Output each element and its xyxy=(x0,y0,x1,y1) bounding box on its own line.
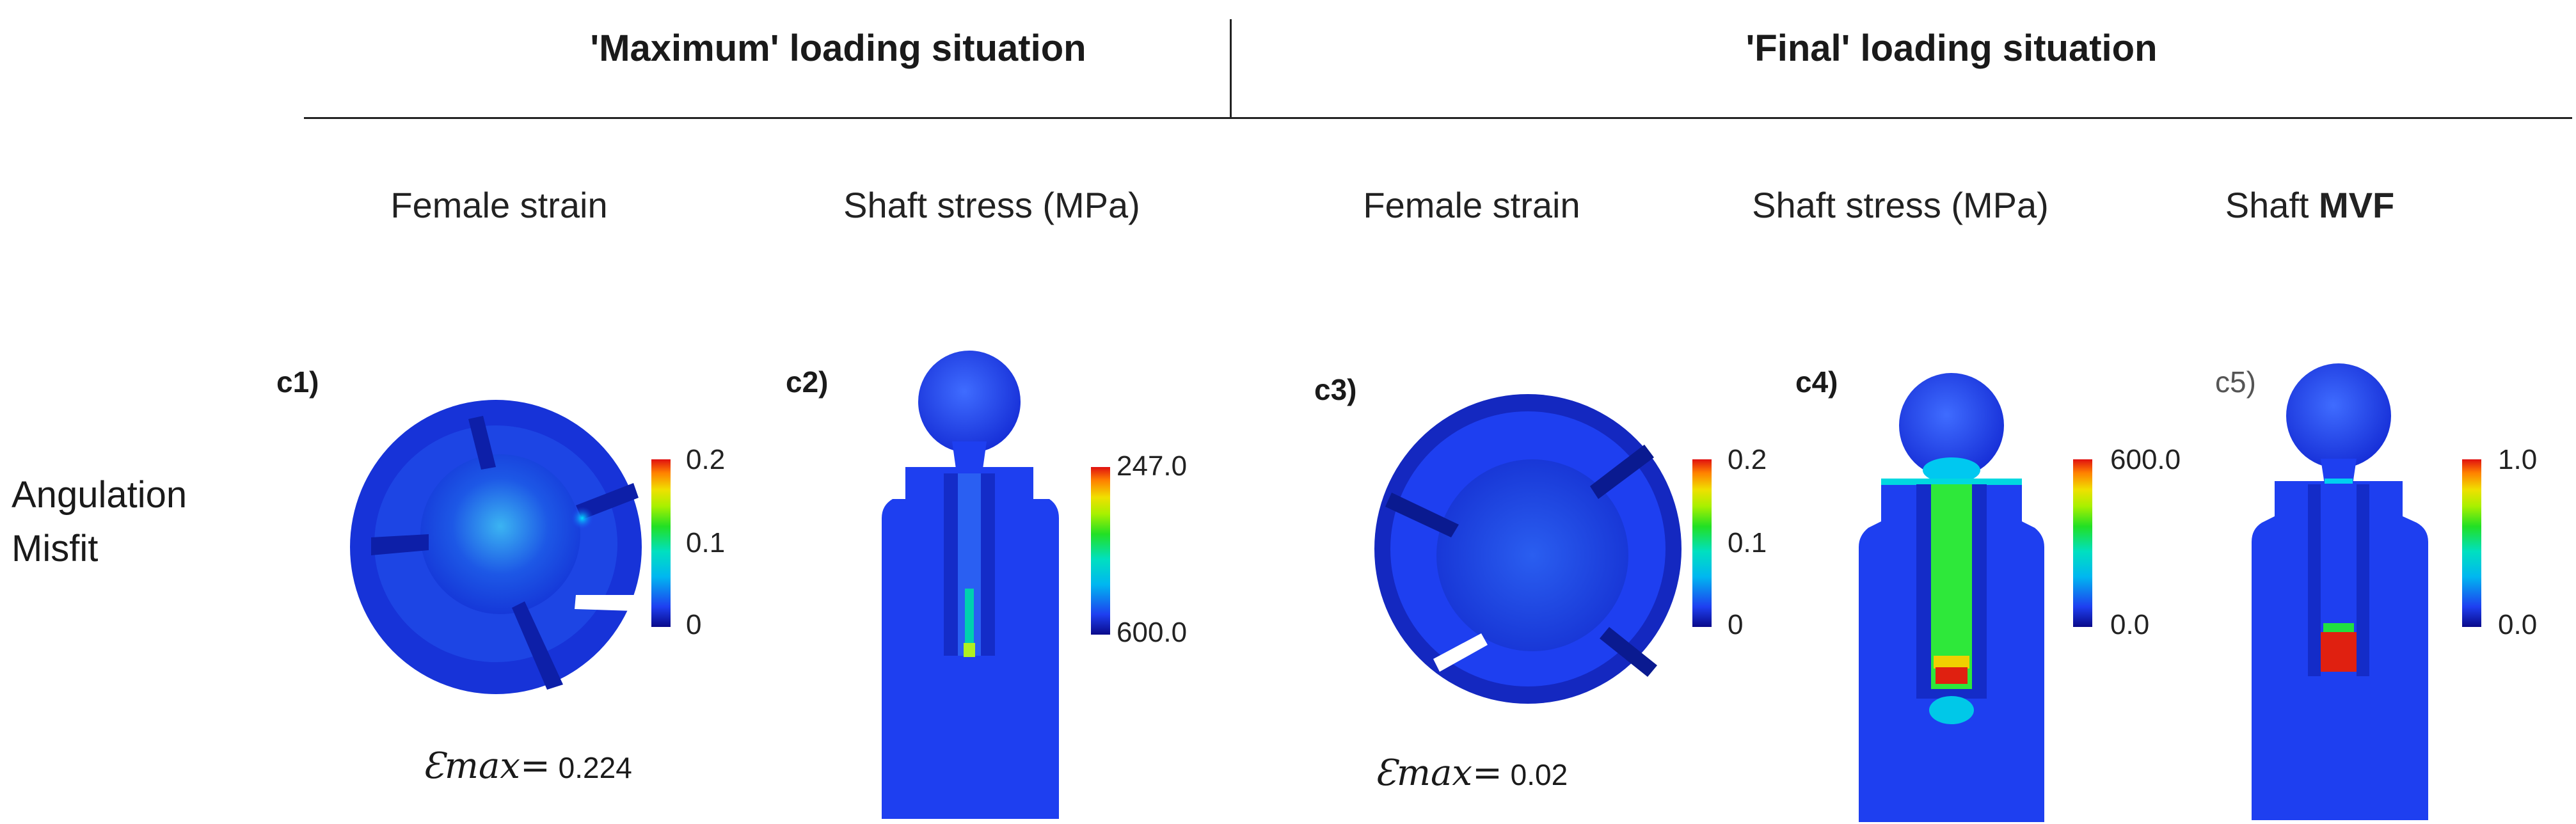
column-title-shaft-mvf: Shaft MVF xyxy=(2150,184,2470,226)
c3-colorbar-top: 0.2 xyxy=(1728,444,1767,475)
c4-colorbar-top: 600.0 xyxy=(2110,444,2181,475)
c5-colorbar-bottom: 0.0 xyxy=(2498,609,2538,640)
c4-shaft-tip-yellow xyxy=(1934,656,1969,669)
c2-shaft-stress-model xyxy=(882,351,1059,819)
c4-colorbar-bottom: 0.0 xyxy=(2110,609,2150,640)
c1-slot-5 xyxy=(575,595,640,611)
group-title-final: 'Final' loading situation xyxy=(1745,28,2158,69)
panel-label-c1: c1) xyxy=(276,365,319,399)
c3-emax: Ɛmax= 0.02 xyxy=(1374,752,1568,794)
c5-colorbar xyxy=(2462,459,2481,627)
c3-slot-4 xyxy=(1433,633,1488,672)
c1-female-strain-model xyxy=(350,400,642,694)
column-title-shaft-mvf-prefix: Shaft xyxy=(2225,185,2319,225)
header-divider-vertical xyxy=(1230,19,1232,118)
c4-shaft xyxy=(1931,484,1972,689)
panel-label-c3: c3) xyxy=(1314,373,1357,406)
c2-colorbar-bottom: 600.0 xyxy=(1117,617,1188,648)
c1-emax-symbol: Ɛmax= xyxy=(422,745,550,787)
column-title-shaft-stress-max: Shaft stress (MPa) xyxy=(843,185,1140,225)
column-title-female-strain-max: Female strain xyxy=(390,185,608,225)
c1-colorbar-mid: 0.1 xyxy=(686,527,726,559)
c3-colorbar-mid: 0.1 xyxy=(1728,527,1767,559)
c3-female-strain-model xyxy=(1374,394,1682,704)
group-title-maximum: 'Maximum' loading situation xyxy=(590,28,1086,69)
c1-slot-1 xyxy=(371,534,429,555)
c3-slot-1 xyxy=(1385,493,1459,537)
c4-ball xyxy=(1899,373,2004,478)
c4-glow-below xyxy=(1929,696,1974,724)
c1-slot-2 xyxy=(512,601,563,690)
c3-emax-value: 0.02 xyxy=(1510,758,1568,791)
panel-label-c5: c5) xyxy=(2215,365,2256,399)
c5-shaft-mvf-model xyxy=(2252,363,2428,820)
c3-ball xyxy=(1436,459,1628,651)
c1-emax: Ɛmax= 0.224 xyxy=(422,745,632,787)
c1-colorbar-bottom: 0 xyxy=(686,609,702,640)
c2-ball xyxy=(918,351,1021,453)
c1-colorbar-top: 0.2 xyxy=(686,444,726,475)
c4-ball-glow xyxy=(1923,457,1980,483)
c3-colorbar xyxy=(1692,459,1712,627)
c2-shaft-glow xyxy=(965,589,974,653)
c4-shaft-stress-model xyxy=(1859,373,2044,822)
c5-top-band xyxy=(2325,479,2353,484)
c5-shaft-tip-green xyxy=(2323,623,2354,632)
c5-shaft-tip-red xyxy=(2321,632,2357,672)
c1-colorbar xyxy=(651,459,671,627)
c3-slot-3 xyxy=(1600,627,1657,677)
c3-emax-symbol: Ɛmax= xyxy=(1374,752,1502,794)
row-label-line2: Misfit xyxy=(12,528,99,569)
column-title-shaft-stress-final: Shaft stress (MPa) xyxy=(1752,185,2049,225)
c4-colorbar xyxy=(2073,459,2092,627)
c1-slot-4 xyxy=(468,416,496,470)
c2-shaft-tip xyxy=(964,643,975,657)
c2-neck xyxy=(952,441,987,473)
c1-ball xyxy=(420,454,580,614)
row-label-line1: Angulation xyxy=(12,474,187,516)
c4-top-band xyxy=(1881,479,2022,485)
column-title-shaft-mvf-bold: MVF xyxy=(2319,185,2395,225)
c1-slot-3 xyxy=(576,483,639,519)
column-title-female-strain-final: Female strain xyxy=(1363,185,1580,225)
c1-emax-value: 0.224 xyxy=(558,751,632,784)
header-divider-horizontal xyxy=(304,117,2572,119)
panel-label-c2: c2) xyxy=(786,365,829,399)
c3-slot-2 xyxy=(1590,445,1654,499)
c4-shaft-tip-red xyxy=(1936,667,1968,684)
c1-hotspot xyxy=(571,507,594,530)
panel-label-c4: c4) xyxy=(1795,365,1838,399)
c5-colorbar-top: 1.0 xyxy=(2498,444,2538,475)
row-label: Angulation Misfit xyxy=(12,468,187,576)
c2-colorbar xyxy=(1091,467,1110,635)
c2-colorbar-top: 247.0 xyxy=(1117,450,1188,482)
c5-ball xyxy=(2286,363,2391,468)
c5-neck xyxy=(2321,459,2357,484)
c3-colorbar-bottom: 0 xyxy=(1728,609,1744,640)
